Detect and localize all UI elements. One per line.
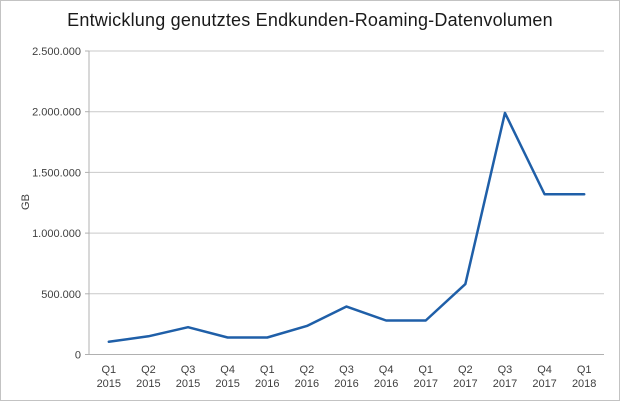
y-tick-label: 2.500.000 (32, 46, 81, 58)
x-tick-label-year: 2016 (374, 378, 398, 390)
y-tick-label: 1.500.000 (32, 167, 81, 179)
y-tick-label: 500.000 (41, 289, 81, 301)
x-tick-label-year: 2018 (572, 378, 596, 390)
y-tick-label: 0 (75, 350, 81, 362)
x-tick-label-year: 2017 (532, 378, 556, 390)
x-tick-label-year: 2015 (176, 378, 200, 390)
x-tick-label-year: 2015 (136, 378, 160, 390)
x-tick-label-quarter: Q2 (300, 364, 315, 376)
y-tick-label: 2.000.000 (32, 107, 81, 119)
chart-title: Entwicklung genutztes Endkunden-Roaming-… (67, 10, 553, 30)
x-tick-label-year: 2016 (295, 378, 319, 390)
x-tick-label-quarter: Q1 (418, 364, 433, 376)
x-tick-label-year: 2015 (215, 378, 239, 390)
x-tick-label-year: 2016 (334, 378, 358, 390)
x-tick-label-quarter: Q1 (260, 364, 275, 376)
x-tick-label-year: 2015 (97, 378, 121, 390)
x-tick-label-year: 2016 (255, 378, 279, 390)
x-tick-label-year: 2017 (493, 378, 517, 390)
x-tick-label-quarter: Q3 (181, 364, 196, 376)
x-tick-label-quarter: Q3 (498, 364, 513, 376)
x-tick-label-quarter: Q1 (101, 364, 116, 376)
y-tick-label: 1.000.000 (32, 228, 81, 240)
x-tick-label-quarter: Q3 (339, 364, 354, 376)
x-tick-label-year: 2017 (453, 378, 477, 390)
x-tick-label-quarter: Q4 (220, 364, 235, 376)
x-tick-label-quarter: Q2 (458, 364, 473, 376)
x-tick-label-quarter: Q2 (141, 364, 156, 376)
x-tick-label-quarter: Q1 (577, 364, 592, 376)
data-line-series (107, 111, 586, 344)
x-tick-label-quarter: Q4 (537, 364, 552, 376)
x-tick-label-year: 2017 (413, 378, 437, 390)
x-tick-label-quarter: Q4 (379, 364, 394, 376)
